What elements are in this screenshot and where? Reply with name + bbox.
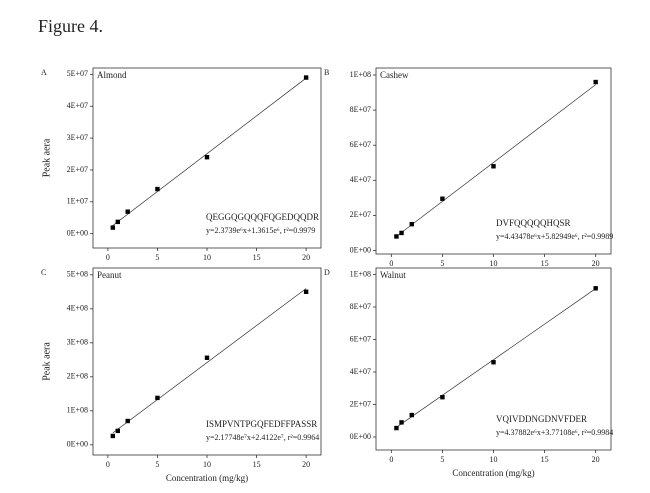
y-tick-label: 4E+07	[350, 175, 371, 184]
data-point	[491, 164, 496, 169]
panel-title: Walnut	[380, 270, 406, 280]
fit-line	[112, 77, 307, 226]
data-point	[440, 394, 445, 400]
x-axis-label: Concentration (mg/kg)	[452, 468, 534, 478]
data-point	[399, 230, 404, 236]
y-tick-label: 0E+00	[67, 440, 88, 449]
panel-letter: D	[324, 268, 330, 277]
data-point	[110, 225, 116, 230]
panel-letter: A	[41, 68, 47, 77]
data-point	[399, 420, 404, 425]
panel-title: Peanut	[97, 270, 122, 280]
data-point	[155, 395, 160, 401]
y-tick-label: 1E+08	[67, 406, 88, 415]
y-tick-label: 8E+07	[350, 105, 371, 114]
x-tick-label: 20	[302, 253, 310, 262]
y-tick-label: 1E+07	[67, 197, 88, 206]
fit-line	[396, 84, 596, 237]
fit-equation: y=2.3739e⁶x+1.3615e⁶, r²=0.9979	[206, 226, 315, 235]
figure-title: Figure 4.	[38, 16, 103, 36]
x-tick-label: 15	[541, 259, 549, 268]
x-tick-label: 10	[490, 455, 498, 464]
x-tick-label: 15	[253, 460, 261, 469]
x-tick-label: 20	[592, 259, 600, 268]
fit-equation: y=4.37882e⁶x+3.77108e⁶, r²=0.9984	[496, 428, 613, 437]
y-tick-label: 2E+08	[67, 372, 88, 381]
fit-equation: y=2.17748e⁷x+2.4122e⁷, r²=0.9964	[206, 433, 319, 442]
x-tick-label: 0	[389, 455, 393, 464]
y-tick-label: 2E+07	[67, 165, 88, 174]
x-tick-label: 0	[106, 253, 110, 262]
y-tick-label: 3E+08	[67, 338, 88, 347]
data-point	[115, 428, 120, 434]
data-point	[204, 155, 210, 160]
data-point	[394, 234, 399, 239]
data-point	[593, 79, 598, 85]
x-tick-label: 10	[203, 460, 211, 469]
fit-line	[112, 288, 307, 434]
x-tick-label: 20	[592, 455, 600, 464]
data-point	[155, 186, 160, 192]
y-tick-label: 2E+07	[350, 210, 371, 219]
peptide-sequence: ISMPVNTPGQFEDFFPASSR	[206, 419, 317, 429]
x-tick-label: 20	[302, 460, 310, 469]
x-tick-label: 5	[155, 460, 159, 469]
y-tick-label: 1E+08	[350, 70, 371, 79]
panel-title: Almond	[97, 70, 127, 80]
x-tick-label: 5	[440, 259, 444, 268]
y-tick-label: 6E+07	[350, 334, 371, 343]
data-point	[303, 75, 309, 80]
peptide-sequence: VQIVDDNGDNVFDER	[496, 414, 587, 424]
y-axis-label: Peak aera	[41, 342, 52, 381]
y-tick-label: 4E+08	[67, 304, 88, 313]
data-point	[125, 418, 130, 424]
y-tick-label: 1E+08	[350, 269, 371, 278]
data-point	[409, 221, 414, 227]
y-tick-label: 0E+00	[350, 245, 371, 254]
data-point	[303, 289, 309, 294]
y-tick-label: 0E+00	[67, 228, 88, 237]
fit-line	[396, 288, 596, 428]
fit-equation: y=4.43478e⁶x+5.82949e⁶, r²=0.9989	[496, 232, 613, 241]
y-tick-label: 0E+00	[350, 432, 371, 441]
x-tick-label: 5	[440, 455, 444, 464]
y-tick-label: 8E+07	[350, 302, 371, 311]
x-tick-label: 15	[541, 455, 549, 464]
panel-letter: C	[41, 268, 46, 277]
peptide-sequence: QEGGQGQQQFQGEDQQDR	[206, 212, 319, 222]
x-tick-label: 10	[490, 259, 498, 268]
y-tick-label: 6E+07	[350, 140, 371, 149]
data-point	[593, 286, 598, 291]
data-point	[125, 209, 130, 214]
data-point	[394, 425, 399, 431]
x-tick-label: 5	[155, 253, 159, 262]
y-tick-label: 2E+07	[350, 399, 371, 408]
x-tick-label: 0	[389, 259, 393, 268]
x-tick-label: 15	[253, 253, 261, 262]
x-tick-label: 10	[203, 253, 211, 262]
data-point	[110, 433, 116, 439]
data-point	[115, 219, 120, 225]
data-point	[491, 360, 496, 365]
y-tick-label: 4E+07	[350, 367, 371, 376]
x-tick-label: 0	[106, 460, 110, 469]
peptide-sequence: DVFQQQQQHQSR	[496, 218, 571, 228]
y-tick-label: 5E+07	[67, 69, 88, 78]
data-point	[204, 355, 210, 360]
x-axis-label: Concentration (mg/kg)	[166, 473, 248, 483]
y-axis-label: Peak aera	[41, 138, 52, 177]
data-point	[409, 412, 414, 418]
data-point	[440, 196, 445, 201]
panel-letter: B	[324, 68, 329, 77]
y-tick-label: 4E+07	[67, 101, 88, 110]
panel-title: Cashew	[380, 70, 409, 80]
y-tick-label: 3E+07	[67, 133, 88, 142]
y-tick-label: 5E+08	[67, 270, 88, 279]
